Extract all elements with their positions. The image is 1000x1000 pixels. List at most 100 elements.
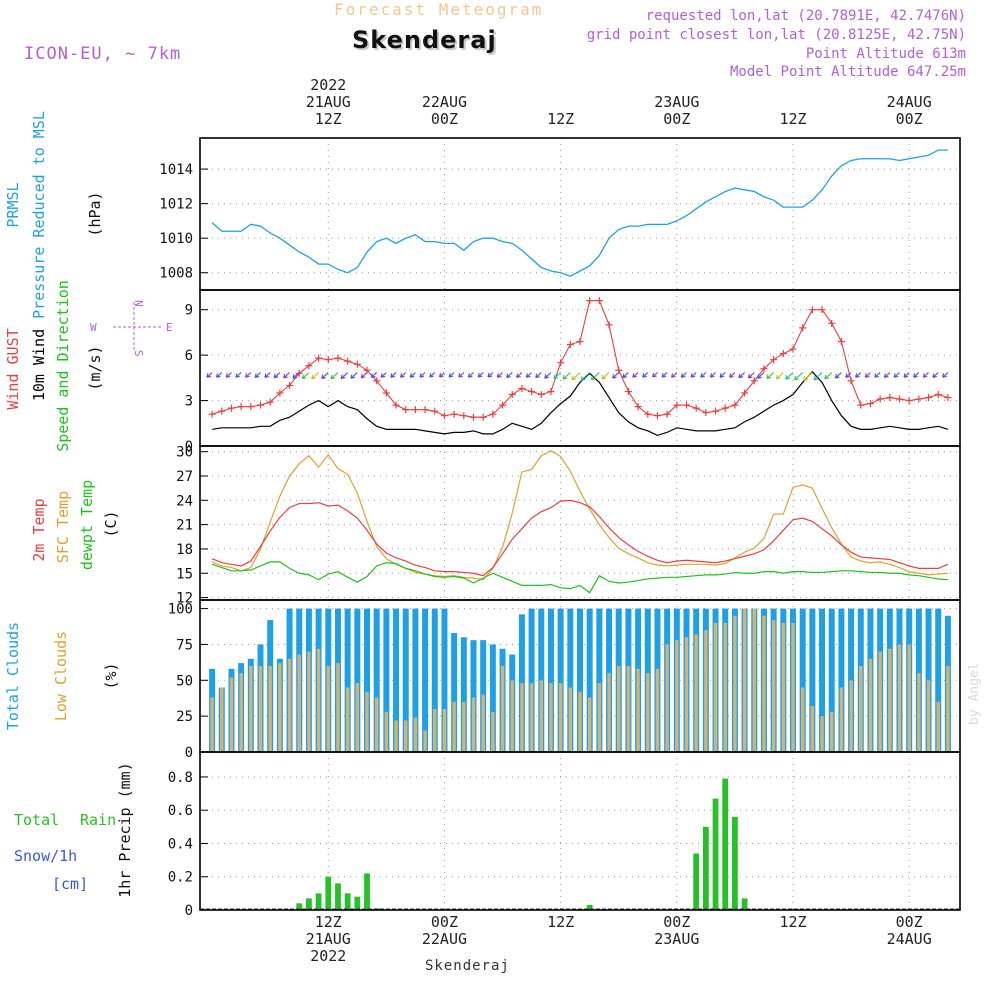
- time-tick-label: 12Z: [779, 914, 806, 931]
- gust-marker: [470, 413, 478, 421]
- low-cloud-bar: [800, 687, 805, 752]
- wind-direction-arrow: [448, 372, 455, 378]
- total-cloud-bar: [557, 608, 564, 752]
- clouds-unit: (%): [102, 662, 120, 689]
- wind-direction-arrow: [622, 372, 629, 379]
- rain-bar: [364, 873, 370, 910]
- gust-marker: [518, 384, 526, 392]
- low-cloud-bar: [704, 630, 708, 752]
- wind-direction-arrow: [477, 372, 484, 378]
- wind-direction-arrow: [254, 372, 261, 378]
- total-cloud-bar: [451, 632, 458, 752]
- gust-marker: [450, 410, 458, 418]
- gust-marker: [286, 381, 294, 389]
- time-tick-line: 21AUG: [305, 930, 351, 948]
- low-cloud-bar: [239, 673, 243, 752]
- low-cloud-bar: [462, 701, 466, 752]
- y-tick-label: 0.6: [168, 803, 193, 819]
- gust-marker: [421, 406, 429, 414]
- gust-marker: [218, 407, 226, 415]
- low-cloud-bar: [316, 648, 321, 752]
- gust-marker: [305, 362, 313, 370]
- wind-direction-arrow: [292, 372, 300, 379]
- total-cloud-bar: [576, 608, 584, 752]
- low-cloud-bar: [607, 673, 611, 752]
- sfc-temp-line: [211, 450, 948, 581]
- wind-direction-arrow: [390, 372, 397, 378]
- total-cloud-bar: [431, 608, 438, 752]
- clouds-panel: 0 25 50 75 100: [168, 599, 961, 761]
- compass-west: W: [90, 321, 97, 334]
- time-tick-line: 12Z: [547, 913, 575, 931]
- time-tick-label: 12Z: [547, 914, 574, 931]
- time-tick-label: 12Z: [779, 111, 806, 128]
- precip-unit: 1hr Precip (mm): [116, 762, 134, 897]
- gust-marker: [411, 406, 419, 414]
- gust-marker: [208, 410, 216, 418]
- rain-bar: [315, 893, 322, 910]
- gust-marker: [227, 404, 235, 412]
- y-tick-label: 0: [185, 903, 193, 919]
- gust-marker: [460, 412, 468, 420]
- wind-direction-arrow: [580, 372, 591, 381]
- total-cloud-bar: [422, 608, 429, 752]
- rain-bar: [722, 778, 729, 910]
- low-cloud-bar: [626, 665, 631, 752]
- gust-marker: [237, 403, 245, 411]
- total-cloud-bar: [838, 608, 845, 752]
- gust-marker: [605, 321, 613, 329]
- low-cloud-bar: [830, 711, 834, 752]
- pressure-line: [211, 149, 948, 277]
- wind-direction-arrow: [419, 372, 426, 378]
- model-altitude: Model Point Altitude 647.25m: [729, 64, 966, 80]
- gust-marker: [440, 412, 448, 420]
- time-tick-line: 00Z: [895, 913, 923, 931]
- wind-direction-arrow: [803, 372, 813, 381]
- wind-direction-arrow: [458, 372, 465, 378]
- low-cloud-bar: [423, 730, 427, 752]
- chart-subtitle: Forecast Meteogram: [334, 0, 544, 19]
- low-cloud-bar: [326, 665, 330, 752]
- footer-location-label: Skenderaj: [425, 958, 510, 974]
- low-cloud-bar: [588, 697, 592, 752]
- rain-bar: [335, 883, 341, 910]
- gust-marker: [324, 356, 332, 364]
- gust-marker: [547, 387, 555, 395]
- time-tick-label: 00Z 23AUG: [654, 914, 699, 948]
- low-cloud-bar: [742, 608, 747, 752]
- gust-marker: [828, 319, 836, 327]
- compass-south: S: [132, 350, 145, 357]
- y-tick-label: 0.8: [168, 770, 193, 786]
- wind-direction-arrow: [690, 372, 697, 378]
- gust-marker: [837, 337, 845, 345]
- low-cloud-bar: [897, 644, 902, 752]
- gust-marker: [295, 369, 303, 377]
- low-cloud-bar: [549, 683, 553, 752]
- y-tick-label: 9: [185, 303, 193, 319]
- low-cloud-bar: [258, 665, 263, 752]
- wind-direction-arrow: [400, 372, 407, 378]
- low-cloud-bar: [694, 634, 698, 752]
- snow-label: Snow/1h: [14, 847, 77, 865]
- gust-line: [211, 300, 949, 418]
- low-cloud-bar: [355, 683, 360, 752]
- y-tick-label: 1010: [159, 231, 193, 247]
- low-cloud-bar: [665, 644, 669, 752]
- wind-direction-arrow: [330, 372, 339, 380]
- wind-direction-arrow: [506, 372, 513, 379]
- wind-direction-arrow: [350, 372, 358, 379]
- wind-direction-arrow: [775, 372, 784, 380]
- low-cloud-bar: [578, 691, 582, 752]
- wind-direction-arrow: [273, 372, 281, 379]
- gust-marker: [586, 297, 594, 305]
- y-tick-label: 0.2: [168, 870, 193, 886]
- low-cloud-bar: [936, 701, 940, 752]
- gust-marker: [247, 403, 255, 411]
- gust-marker: [576, 337, 584, 345]
- low-cloud-bar: [433, 708, 437, 752]
- low-cloud-bar: [646, 673, 650, 752]
- low-cloud-bar: [471, 697, 476, 752]
- total-cloud-bar: [809, 608, 816, 752]
- gust-marker: [315, 354, 323, 362]
